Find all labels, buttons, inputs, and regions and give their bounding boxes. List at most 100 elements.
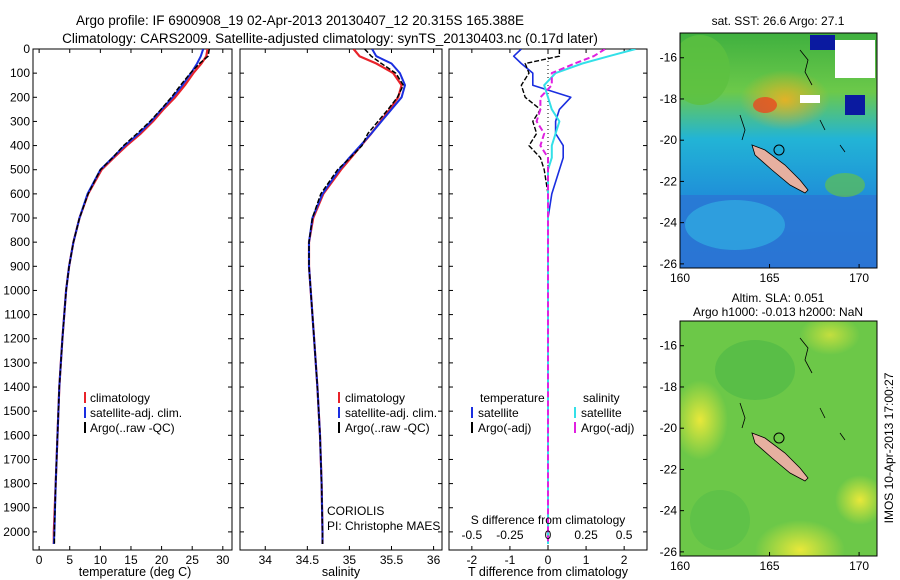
x-tick-label: 34.5 [296,553,320,567]
x-tick-label: 5 [66,553,73,567]
salinity-xlabel: salinity [322,565,361,579]
sst-missing-data [800,95,820,103]
difference-xlabel: T difference from climatology [468,565,629,579]
depth-tick-label: 1600 [3,428,30,442]
x-tick-label: 1 [583,553,590,567]
latitude-tick-label: -24 [660,504,678,518]
difference-legend-salinity: salinity satellite Argo(-adj) [574,391,634,435]
x-tick-label: 0 [36,553,43,567]
latitude-tick-label: -26 [660,257,678,271]
x-tick-label: 35.5 [380,553,404,567]
sst-map-frame [679,32,878,269]
sst-map-panel: sat. SST: 26.6 Argo: 27.1 160 165 170 -16 -1… [660,14,878,285]
sla-yellow-patch [755,520,845,556]
legend-swatch-climatology [84,392,86,403]
legend-swatch-climatology [338,392,340,403]
sst-green-patch-2 [825,173,865,197]
latitude-tick-label: -22 [660,174,678,188]
legend-label-argo: Argo(..raw -QC) [345,421,430,435]
depth-tick-label: 2000 [3,525,30,539]
x-tick-label: 2 [621,553,628,567]
x-tick-label: -1 [505,553,516,567]
salinity-legend: climatology satellite-adj. clim. Argo(..… [338,391,437,435]
new-caledonia-island [751,432,809,482]
longitude-tick-label: 160 [670,271,690,285]
latitude-tick-label: -22 [660,462,678,476]
x-tick-label: 10 [94,553,108,567]
s-difference-tick-label: 0 [545,528,552,542]
legend-swatch-temp-satellite [471,407,473,418]
sla-map-field [680,321,877,556]
temperature-depth-ticks: 0 100 200 300 400 500 600 700 800 900 1000 1100 1200… [3,42,232,539]
depth-tick-label: 200 [10,90,30,104]
legend-label-temp-argo: Argo(-adj) [478,421,531,435]
depth-tick-label: 1300 [3,356,30,370]
x-tick-label: 34 [259,553,273,567]
temperature-xlabel: temperature (deg C) [79,565,192,579]
legend-label-satellite: satellite-adj. clim. [90,406,182,420]
sst-cyan-patch [685,200,785,250]
x-tick-label: 36 [427,553,441,567]
salinity-depth-ticks [240,48,442,533]
longitude-tick-label: 170 [849,559,869,573]
depth-tick-label: 1900 [3,501,30,515]
depth-tick-label: 1800 [3,477,30,491]
latitude-tick-label: -18 [660,92,678,106]
sst-map-field [680,33,877,268]
depth-tick-label: 0 [23,42,30,56]
depth-tick-label: 800 [10,235,30,249]
salinity-difference-tick-labels: -0.5 -0.25 0 0.25 0.5 [462,528,633,542]
sla-yellow-patch [800,321,860,355]
difference-series [512,49,636,544]
series-line-salinity-argo-adj [535,49,606,544]
island-outline [739,49,846,153]
imos-timestamp-watermark: IMOS 10-Apr-2013 17:00:27 [882,372,896,523]
depth-tick-label: 1000 [3,283,30,297]
depth-tick-label: 1500 [3,404,30,418]
legend-swatch-satellite [338,407,340,418]
x-tick-label: 20 [155,553,169,567]
argo-position-marker [773,432,785,444]
figure-title-line2: Climatology: CARS2009. Satellite-adjuste… [62,31,598,46]
difference-depth-ticks [449,48,647,533]
x-tick-label: 0 [545,553,552,567]
longitude-tick-label: 170 [849,271,869,285]
salinity-panel: 34 34.5 35 35.5 36 salinity climatology sate… [239,48,443,579]
sla-map-subtitle: Argo h1000: -0.013 h2000: NaN [693,305,863,319]
legend-label-climatology: climatology [90,391,150,405]
depth-tick-label: 400 [10,139,30,153]
temperature-axes-frame [32,48,233,551]
difference-legend-temperature: temperature satellite Argo(-adj) [471,391,545,435]
sst-map-ticks: 160 165 170 -16 -18 -20 -22 -24 -26 [660,51,870,285]
latitude-tick-label: -26 [660,545,678,559]
latitude-tick-label: -20 [660,133,678,147]
legend-label-sal-satellite: satellite [581,406,622,420]
s-difference-tick-label: -0.25 [496,528,524,542]
depth-tick-label: 1700 [3,452,30,466]
sst-green-patch [680,35,730,105]
s-difference-tick-label: -0.5 [462,528,483,542]
depth-tick-label: 700 [10,211,30,225]
legend-swatch-temp-argo [471,422,473,433]
depth-tick-label: 300 [10,114,30,128]
pi-label: PI: Christophe MAES [327,519,440,533]
depth-tick-label: 500 [10,163,30,177]
legend-swatch-sal-argo [574,422,576,433]
legend-title-temperature: temperature [480,391,545,405]
salinity-axes-frame [239,48,443,551]
difference-panel: -2 -1 0 1 2 T difference from climatology S … [448,48,648,579]
difference-x-ticks: -2 -1 0 1 2 [467,49,628,567]
s-difference-tick-label: 0.5 [616,528,633,542]
sst-warm-patch [740,70,830,130]
depth-tick-label: 600 [10,187,30,201]
latitude-tick-label: -16 [660,339,678,353]
sst-missing-data [835,40,875,78]
x-tick-label: 15 [124,553,138,567]
legend-title-salinity: salinity [583,391,620,405]
longitude-tick-label: 165 [760,559,780,573]
sst-red-patch [753,97,777,113]
legend-label-climatology: climatology [345,391,405,405]
difference-s-xlabel: S difference from climatology [471,513,626,527]
sla-map-panel: Altim. SLA: 0.051 Argo h1000: -0.013 h20… [660,291,878,573]
